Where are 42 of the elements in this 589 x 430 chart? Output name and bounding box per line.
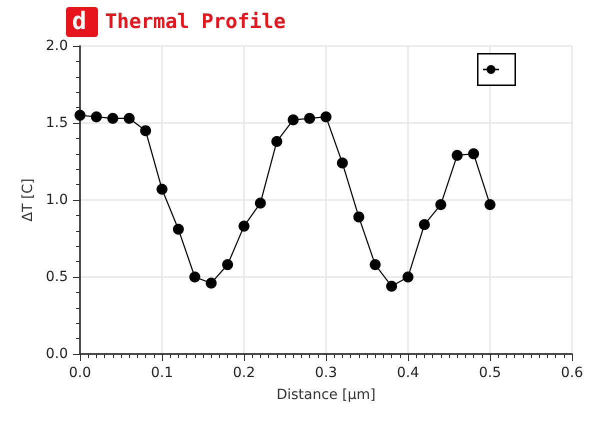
point (402, 272, 414, 282)
point (353, 211, 364, 222)
point (484, 199, 496, 210)
y-tick-label: 0.5 (46, 269, 68, 285)
text: d (72, 7, 86, 35)
chart-title: Thermal Profile (105, 9, 286, 33)
point (386, 280, 398, 292)
y-tick-label: 1.0 (46, 192, 68, 208)
point (271, 136, 282, 147)
point (156, 184, 168, 195)
x-tick-label: 0.3 (314, 365, 338, 381)
point (189, 272, 200, 282)
point (468, 148, 480, 160)
point (222, 259, 234, 270)
point (452, 150, 463, 161)
y-tick-label: 2.0 (46, 38, 68, 54)
point (74, 110, 86, 121)
point (140, 125, 152, 136)
x-tick-label: 0.0 (68, 365, 92, 381)
point (90, 111, 102, 122)
point (370, 259, 381, 270)
point (254, 198, 266, 209)
y-tick-label: 1.5 (46, 115, 68, 131)
x-tick-label: 0.2 (232, 365, 256, 381)
point (107, 112, 118, 124)
x-tick-label: 0.6 (560, 365, 584, 381)
point (238, 220, 250, 232)
point (418, 219, 430, 230)
point (336, 158, 348, 169)
x-tick-label: 0.5 (478, 365, 502, 381)
y-tick-label: 0.0 (46, 346, 68, 362)
x-tick-label: 0.1 (150, 365, 174, 381)
point (435, 199, 446, 210)
x-axis-title: Distance [µm] (276, 387, 376, 403)
point (124, 112, 135, 124)
point (320, 111, 332, 122)
point (304, 112, 316, 124)
point (172, 224, 184, 235)
point (288, 114, 299, 126)
x-tick-label: 0.4 (396, 365, 420, 381)
point (206, 278, 217, 289)
y-axis-title: ΔT [C] (20, 178, 36, 222)
